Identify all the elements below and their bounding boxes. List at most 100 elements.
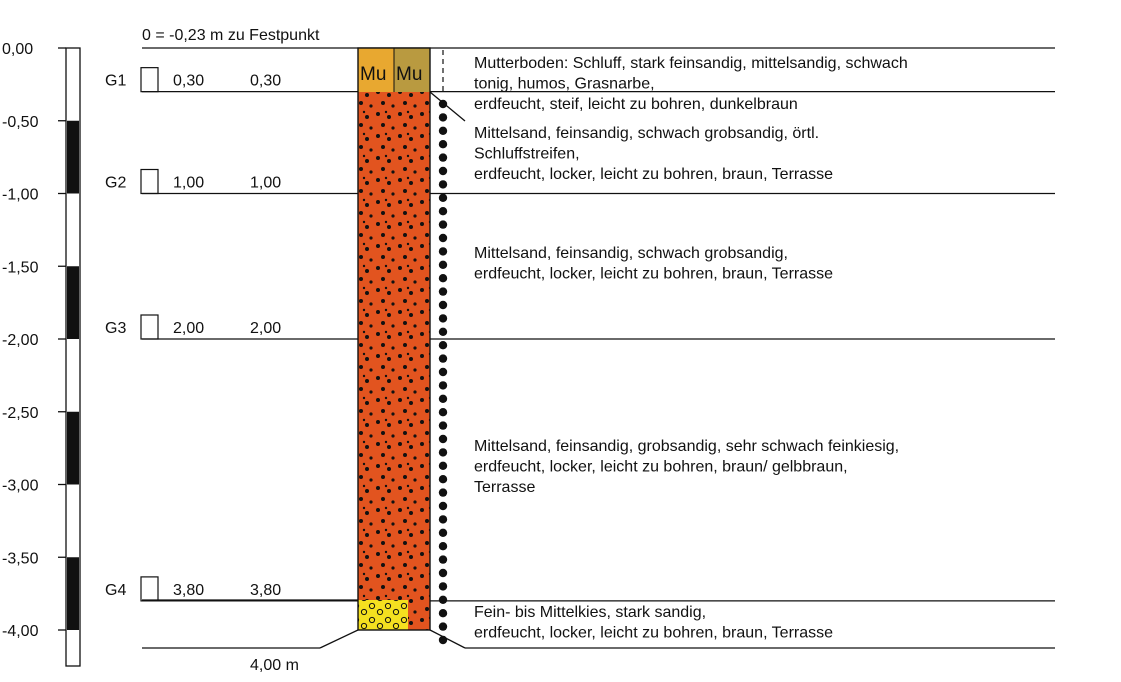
moisture-dot <box>438 501 448 511</box>
layer-description-line: Fein- bis Mittelkies, stark sandig, <box>474 604 706 621</box>
moisture-dot <box>438 461 448 470</box>
depth-scale-block <box>67 557 79 630</box>
sample-box <box>140 576 159 602</box>
sample-box <box>140 67 159 93</box>
depth-scale-ticks: 0,00 -0,50 -1,00 -1,50 -2,00 -2,50 -3,00 -3,50 -… <box>2 41 66 640</box>
moisture-dot <box>438 408 448 417</box>
sample-bottom-depth: 1,00 <box>250 175 281 192</box>
moisture-dot <box>438 421 448 430</box>
samples: G1 0,30 0,30 G2 1,00 1,00 G3 2,00 2,00 G4 3,80 3,80 <box>105 67 281 602</box>
moisture-dot <box>438 274 448 283</box>
moisture-dot <box>438 582 448 591</box>
layer-description-line: Mittelsand, feinsandig, schwach grobsand… <box>474 245 788 262</box>
moisture-dot <box>438 609 448 618</box>
depth-tick-label: -2,00 <box>2 332 39 349</box>
moisture-dot <box>438 354 448 363</box>
sample-box <box>140 168 159 195</box>
moisture-dot <box>438 595 448 604</box>
layer-description-line: erdfeucht, locker, leicht zu bohren, bra… <box>474 166 833 183</box>
sample-bottom-depth: 0,30 <box>250 73 281 90</box>
layer-description-line: Mittelsand, feinsandig, schwach grobsand… <box>474 125 819 142</box>
depth-tick-label: -1,50 <box>2 259 39 276</box>
depth-tick-label: -3,00 <box>2 478 39 495</box>
moisture-dot <box>438 475 448 484</box>
depth-scale: 0,00 -0,50 -1,00 -1,50 -2,00 -2,50 -3,00 -3,50 -… <box>2 41 81 667</box>
moisture-dot <box>438 528 448 537</box>
moisture-dot <box>438 233 448 243</box>
moisture-dot <box>438 260 448 269</box>
sample-top-depth: 2,00 <box>173 320 204 337</box>
topsoil-right-fill <box>394 48 430 92</box>
depth-tick-label: -3,50 <box>2 550 39 567</box>
moisture-dot <box>438 367 448 377</box>
end-depth-connector <box>319 629 359 649</box>
sample-top-depth: 1,00 <box>173 175 204 192</box>
moisture-dot <box>438 166 448 176</box>
boundary-connector <box>429 629 466 649</box>
sample-bottom-depth: 3,80 <box>250 582 281 599</box>
moisture-dot <box>438 542 448 551</box>
layer-description-line: Schluffstreifen, <box>474 146 580 163</box>
moisture-dot <box>438 555 448 564</box>
layer-description-line: tonig, humos, Grasnarbe, <box>474 76 655 93</box>
sand-layer-fill <box>358 92 430 600</box>
sample-box <box>140 314 159 340</box>
boundary-connector <box>429 91 466 122</box>
moisture-dot <box>438 287 448 296</box>
moisture-dot <box>438 568 448 578</box>
moisture-dot <box>438 394 448 403</box>
depth-scale-blocks <box>67 120 79 630</box>
moisture-dot <box>438 327 448 336</box>
moisture-dot <box>438 99 448 109</box>
layer-boundaries <box>142 91 1055 649</box>
column-label-left: Mu <box>360 64 386 85</box>
end-depth-label: 4,00 m <box>250 657 299 674</box>
depth-tick-label: -1,00 <box>2 187 39 204</box>
moisture-dot <box>438 314 448 323</box>
moisture-dot <box>438 381 448 390</box>
depth-scale-bar <box>65 47 81 667</box>
layer-description-line: erdfeucht, locker, leicht zu bohren, bra… <box>474 459 848 476</box>
moisture-dot <box>438 220 448 229</box>
layer-description-line: Mittelsand, feinsandig, grobsandig, sehr… <box>474 438 899 455</box>
moisture-dot <box>438 140 448 149</box>
depth-scale-block <box>67 120 79 194</box>
layer-description-line: erdfeucht, steif, leicht zu bohren, dunk… <box>474 96 798 113</box>
gravel-layer-fill <box>358 600 408 630</box>
reference-note: 0 = -0,23 m zu Festpunkt <box>142 27 320 44</box>
moisture-dot <box>438 113 448 122</box>
depth-scale-block <box>67 411 79 485</box>
sample-bottom-depth: 2,00 <box>250 320 281 337</box>
layer-description-line: Mutterboden: Schluff, stark feinsandig, … <box>474 55 908 72</box>
sample-id: G4 <box>105 582 126 599</box>
topsoil-left-fill <box>358 48 394 92</box>
depth-tick-label: -0,50 <box>2 114 39 131</box>
depth-tick-label: -2,50 <box>2 405 39 422</box>
moisture-dot <box>438 193 448 202</box>
sample-id: G2 <box>105 175 126 192</box>
moisture-dot <box>438 180 448 189</box>
gravel-sand-edge-fill <box>408 600 430 630</box>
layer-description-line: Terrasse <box>474 479 535 496</box>
sample-top-depth: 3,80 <box>173 582 204 599</box>
soil-column: Mu Mu <box>357 47 431 631</box>
layer-description-line: erdfeucht, locker, leicht zu bohren, bra… <box>474 266 833 283</box>
moisture-dot <box>438 153 448 162</box>
sample-id: G3 <box>105 320 126 337</box>
moisture-dot <box>438 488 448 497</box>
moisture-dot <box>438 434 448 444</box>
sample-id: G1 <box>105 73 126 90</box>
moisture-dot <box>438 207 448 216</box>
moisture-dot <box>438 515 448 524</box>
layer-description-line: erdfeucht, locker, leicht zu bohren, bra… <box>474 625 833 642</box>
moisture-dot <box>438 300 448 310</box>
depth-tick-label: -4,00 <box>2 623 39 640</box>
column-label-right: Mu <box>396 64 422 85</box>
layer-descriptions: Mutterboden: Schluff, stark feinsandig, … <box>474 55 908 642</box>
moisture-dot <box>438 448 448 457</box>
moisture-dot <box>438 126 448 135</box>
moisture-dot <box>438 341 448 350</box>
depth-scale-block <box>67 266 79 339</box>
moisture-dot <box>438 622 448 631</box>
